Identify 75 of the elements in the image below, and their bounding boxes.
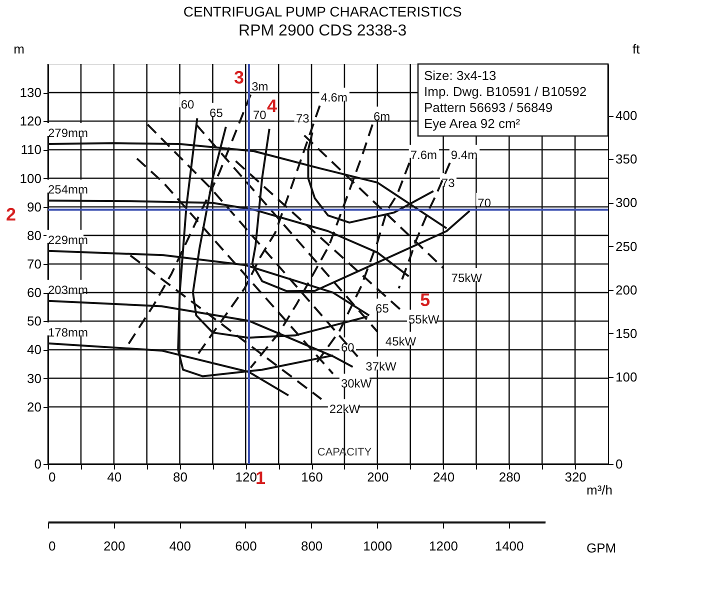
text: 65 — [376, 302, 389, 316]
series-label: 4.6m — [320, 90, 348, 105]
y-tick-label: 0 — [34, 456, 42, 472]
x2-tick-label: 1200 — [429, 538, 458, 554]
y2-tick-label: 100 — [616, 369, 638, 384]
x2-tick-label: 1000 — [363, 538, 392, 554]
series-label: 70 — [253, 108, 267, 122]
series-label: 3m — [252, 80, 268, 94]
y2-tick-label: 300 — [616, 195, 638, 210]
y-tick-label: 130 — [20, 85, 42, 100]
annotation: Eye Area 92 cm² — [424, 116, 521, 131]
chart-subtitle: RPM 2900 CDS 2338-3 — [238, 22, 407, 40]
y-tick-label: 40 — [27, 342, 42, 358]
x2-tick-label: 0 — [48, 538, 56, 554]
series-label: 203mm — [48, 282, 88, 297]
series-label: 279mm — [48, 126, 88, 140]
y-tick-label: 20 — [27, 399, 42, 414]
y2-tick-label: 150 — [616, 326, 638, 341]
x2-tick-label: 1400 — [494, 538, 524, 554]
series-label: 229mm — [48, 232, 88, 247]
x-tick-label: 40 — [107, 470, 122, 484]
series-label: 7.6m — [410, 148, 438, 162]
x2-tick-label: 800 — [300, 538, 323, 554]
annotation: Pattern 56693 / 56849 — [424, 100, 553, 115]
text: 73 — [441, 176, 455, 190]
y2-axis-title: ft — [632, 42, 640, 56]
y-tick-label: 60 — [27, 285, 42, 300]
series-label: 6m — [373, 110, 390, 124]
y-tick-label: 110 — [20, 142, 42, 158]
series-label: 65 — [210, 106, 224, 120]
x-tick-label: 280 — [498, 470, 521, 484]
series-label: 254mm — [48, 182, 88, 197]
y-tick-label: 120 — [20, 114, 42, 129]
series-label: 30kW — [340, 376, 372, 391]
y-tick-label: 100 — [20, 170, 42, 186]
series-label: 37kW — [366, 360, 397, 374]
x-tick-label: 120 — [235, 470, 257, 484]
y-tick-label: 90 — [27, 199, 42, 214]
y2-tick-label: 250 — [616, 238, 638, 254]
x-tick-label: 320 — [564, 470, 586, 484]
x-axis-title: m³/h — [586, 482, 612, 498]
text: 1 — [256, 468, 266, 488]
series-label: 45kW — [385, 334, 417, 349]
y2-tick-label: 400 — [616, 108, 638, 124]
y-tick-label: 70 — [27, 256, 42, 272]
series-label: 60 — [180, 97, 195, 112]
x2-tick-label: 400 — [169, 538, 192, 554]
x-tick-label: 80 — [173, 470, 188, 484]
chart-title: CENTRIFUGAL PUMP CHARACTERISTICS — [183, 4, 462, 20]
annotation: Imp. Dwg. B10591 / B10592 — [424, 84, 587, 99]
series-label: 75kW — [451, 271, 483, 285]
y2-tick-label: 200 — [616, 282, 638, 298]
x2-tick-label: 200 — [103, 538, 126, 554]
y2-tick-label: 350 — [616, 152, 638, 167]
annotation: 4 — [266, 96, 278, 116]
x-tick-label: 200 — [367, 470, 389, 484]
annotation: 5 — [420, 290, 430, 310]
x2-tick-label: 600 — [235, 538, 257, 554]
x2-axis-title: GPM — [586, 540, 616, 556]
x-tick-label: 0 — [48, 470, 56, 484]
text: 2 — [6, 204, 16, 224]
series-label: 55kW — [408, 312, 440, 327]
x-tick-label: 160 — [301, 470, 323, 484]
y-axis-title: m — [14, 42, 24, 56]
annotation: Size: 3x4-13 — [424, 68, 496, 83]
y-tick-label: 30 — [27, 370, 42, 386]
x-tick-label: 240 — [432, 470, 455, 484]
annotation: 3 — [234, 67, 244, 88]
y2-tick-label: 0 — [616, 456, 623, 472]
series-label: 9.4m — [450, 148, 478, 162]
series-label: 22kW — [329, 402, 361, 416]
y-tick-label: 80 — [27, 228, 42, 243]
series-label: 73 — [296, 112, 310, 126]
y-tick-label: 50 — [27, 314, 42, 329]
series-label: 178mm — [48, 325, 88, 340]
